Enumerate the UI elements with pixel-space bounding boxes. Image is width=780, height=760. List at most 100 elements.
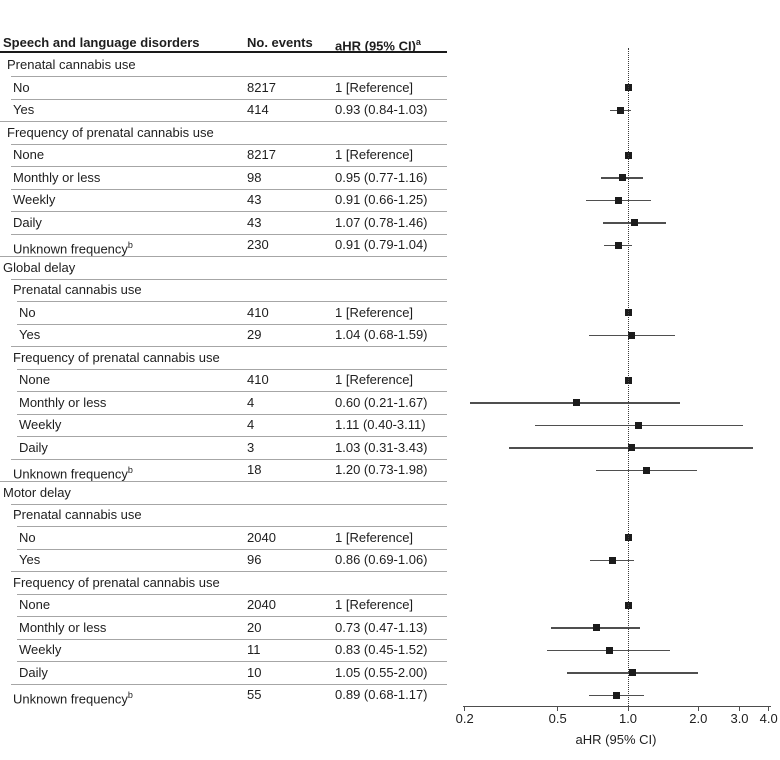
row-label: Unknown frequencyb (13, 684, 133, 707)
row-label-text: Weekly (13, 192, 56, 207)
row-label: Yes (13, 99, 34, 122)
row-ahr-value: 1 [Reference] (335, 597, 414, 612)
row-events-value: 96 (247, 552, 262, 567)
row-label-text: Monthly or less (19, 619, 107, 635)
row-events-value: 3 (247, 439, 255, 455)
row-separator (11, 143, 447, 145)
row-label: Daily (13, 212, 42, 235)
row-separator (11, 98, 447, 100)
estimate-marker (643, 466, 650, 474)
estimate-marker (612, 691, 620, 699)
row-separator (17, 436, 447, 437)
column-header-ahr-text: aHR (95% CI) (335, 38, 416, 54)
row-label: Daily (19, 662, 48, 685)
row-ahr-value: 1.11 (0.40-3.11) (335, 417, 426, 432)
row-ahr-value: 1 [Reference] (335, 372, 414, 387)
row-events-value: 4 (247, 394, 255, 410)
x-axis-tick-label: 2.0 (689, 711, 708, 726)
row-label-text: Frequency of prenatal cannabis use (13, 349, 220, 365)
x-axis-title: aHR (95% CI) (575, 732, 657, 747)
row-label-text: Unknown frequency (13, 241, 128, 257)
row-label: None (13, 144, 44, 167)
row-label-text: Daily (19, 664, 48, 680)
row-label-text: Prenatal cannabis use (13, 507, 142, 522)
row-separator (11, 571, 447, 572)
row-events-value: 414 (247, 102, 269, 117)
estimate-marker (609, 556, 617, 564)
row-events-value: 2040 (247, 597, 276, 612)
row-label-text: Prenatal cannabis use (7, 57, 136, 72)
row-separator (17, 323, 447, 325)
row-events-value: 4 (247, 417, 255, 432)
row-ahr-value: 0.89 (0.68-1.17) (335, 687, 428, 702)
row-events-value: 2040 (247, 529, 276, 545)
row-label: Daily (19, 437, 48, 460)
x-axis-tick (557, 706, 559, 711)
row-separator (17, 301, 447, 302)
x-axis-line (462, 706, 771, 707)
row-label: Prenatal cannabis use (13, 504, 142, 527)
row-label: Yes (19, 549, 40, 572)
row-label-text: None (19, 372, 51, 387)
estimate-marker (627, 444, 635, 452)
row-label-text: Unknown frequency (13, 691, 128, 707)
row-label: Prenatal cannabis use (7, 54, 136, 77)
row-separator (11, 278, 447, 280)
row-label: Weekly (19, 414, 61, 437)
row-label: Unknown frequencyb (13, 459, 133, 482)
x-axis-tick (627, 706, 629, 711)
row-label-text: Yes (19, 327, 41, 342)
row-label: No (19, 527, 36, 550)
row-separator (11, 683, 447, 685)
row-ahr-value: 1.07 (0.78-1.46) (335, 214, 428, 230)
row-events-value: 410 (247, 304, 269, 320)
row-ahr-value: 0.83 (0.45-1.52) (335, 642, 428, 657)
row-label: None (19, 594, 50, 617)
row-label-text: Global delay (3, 259, 76, 275)
row-label-text: Prenatal cannabis use (13, 282, 142, 297)
estimate-marker (619, 174, 627, 182)
row-ahr-value: 1 [Reference] (335, 79, 414, 95)
row-label-text: Frequency of prenatal cannabis use (7, 124, 214, 140)
row-label-text: Unknown frequency (13, 466, 128, 482)
row-label-text: Daily (13, 214, 42, 230)
estimate-marker (605, 646, 613, 654)
row-ahr-value: 0.93 (0.84-1.03) (335, 102, 428, 117)
row-label-text: No (19, 529, 36, 545)
row-separator (11, 188, 447, 190)
row-events-value: 8217 (247, 79, 276, 95)
row-label-text: Weekly (19, 642, 62, 657)
estimate-marker (592, 624, 600, 632)
row-label-text: Yes (19, 552, 41, 567)
row-ahr-value: 0.86 (0.69-1.06) (335, 552, 428, 567)
row-label-text: Yes (13, 102, 35, 117)
row-ahr-value: 1.20 (0.73-1.98) (335, 462, 428, 477)
row-separator (11, 211, 447, 212)
row-label: Yes (19, 324, 40, 347)
row-label: Motor delay (3, 482, 71, 505)
row-events-value: 18 (247, 462, 262, 477)
row-label: Frequency of prenatal cannabis use (7, 122, 214, 145)
row-label-text: No (13, 79, 30, 95)
row-separator (0, 481, 447, 482)
row-ahr-value: 1.04 (0.68-1.59) (335, 327, 428, 342)
row-label: Frequency of prenatal cannabis use (13, 347, 220, 370)
x-axis-tick-label: 1.0 (618, 711, 638, 726)
estimate-marker (631, 219, 639, 227)
row-separator (11, 76, 447, 77)
row-events-value: 20 (247, 619, 262, 635)
row-separator (17, 391, 447, 392)
row-separator (17, 413, 447, 415)
row-label: Weekly (13, 189, 55, 212)
row-label: Weekly (19, 639, 61, 662)
row-ahr-value: 1.03 (0.31-3.43) (335, 439, 428, 455)
row-separator (17, 368, 447, 370)
x-axis-tick-label: 3.0 (730, 711, 749, 726)
x-axis-tick (464, 706, 466, 711)
row-label: Monthly or less (19, 617, 106, 640)
x-axis-tick (739, 706, 740, 711)
x-axis-tick-label: 0.2 (455, 711, 474, 726)
x-axis-tick-label: 0.5 (548, 711, 567, 726)
column-header-ahr: aHR (95% CI)a (335, 33, 421, 54)
